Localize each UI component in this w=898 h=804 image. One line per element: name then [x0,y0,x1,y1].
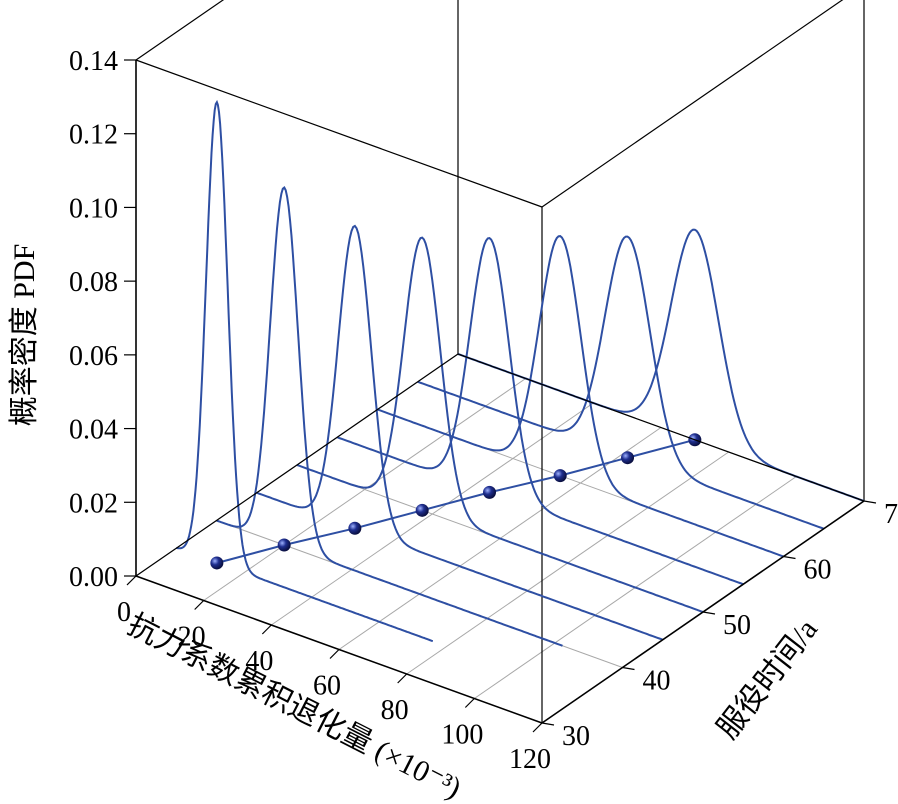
box-edge-top-right [541,0,844,208]
z-axis-title: 概率密度 PDF [8,244,41,427]
mean-marker [277,538,291,552]
mean-marker [210,556,224,570]
x-tick [397,673,408,684]
x-tick [464,698,475,708]
z-tick-label: 0.08 [69,267,118,298]
mean-trend-line [210,433,702,570]
x-tick-label: 60 [313,671,341,702]
y-tick [702,611,716,615]
x-tick [261,624,272,635]
y-tick-label: 40 [643,666,671,697]
y-tick [783,555,796,560]
x-tick [126,575,137,586]
x-tick [194,600,205,610]
mean-marker [415,503,429,517]
mean-marker [621,451,635,465]
box-edge-top-front [135,59,543,208]
y-tick-label: 70 [884,499,898,530]
mean-marker [553,469,567,483]
x-tick-label: 100 [441,720,483,751]
z-tick-label: 0.00 [69,562,118,593]
mean-marker [483,485,496,499]
z-tick-label: 0.04 [69,415,118,446]
z-tick-label: 0.02 [69,488,118,519]
y-tick [622,666,635,671]
pdf-curves [176,99,865,647]
pdf-curve [377,235,784,558]
pdf-curve [417,235,825,530]
pdf-curve [176,99,434,643]
z-tick-label: 0.12 [69,120,118,151]
y-tick-label: 30 [562,721,590,752]
y-tick-label: 60 [804,555,832,586]
pdf-curve [256,224,664,641]
y-tick [541,722,555,726]
floor-edge-left [135,353,459,577]
pdf-curve [336,237,744,586]
x-tick [329,649,340,659]
x-tick-label: 120 [509,744,551,775]
pdf-curve [216,185,563,647]
floor-edge-back [457,353,865,502]
z-tick-label: 0.14 [69,46,118,77]
box-edge-top-left [135,0,225,61]
x-tick [532,722,543,733]
z-tick-label: 0.10 [69,193,118,224]
x-tick-label: 80 [381,695,409,726]
x-axis-title: 抗力系数累积退化量 (×10⁻³) [122,608,466,804]
box-back-frame [135,0,865,723]
x-tick-label: 0 [117,597,131,628]
y-tick-label: 50 [723,610,751,641]
axis-ticks: 0.00 0.02 0.04 0.06 0.08 0.10 0.12 0.14 0 20 40 60 8… [69,46,898,775]
x-tick-label: 40 [245,646,273,677]
mean-trend-path [216,438,696,564]
z-tick-label: 0.06 [69,341,118,372]
mean-marker [348,521,362,535]
x-tick-label: 20 [178,622,206,653]
pdf-curve [296,236,704,613]
y-tick [863,500,877,504]
